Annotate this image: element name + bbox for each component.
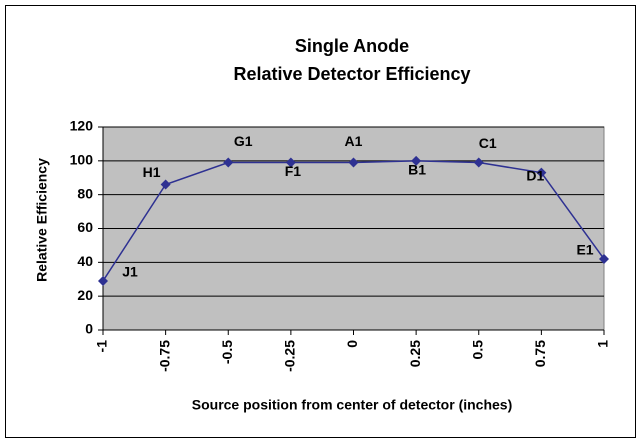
data-point — [160, 179, 171, 190]
point-label: J1 — [122, 264, 138, 280]
data-point — [473, 157, 484, 168]
data-point — [599, 253, 609, 264]
x-tick-label: 0.5 — [469, 340, 485, 360]
y-tick-label: 20 — [77, 287, 93, 303]
x-tick-label: 0.75 — [532, 340, 548, 367]
point-label: F1 — [285, 163, 302, 179]
chart-title: Single Anode — [295, 36, 409, 56]
x-tick-label: 0.25 — [407, 340, 423, 367]
point-label: A1 — [345, 133, 363, 149]
point-label: B1 — [408, 162, 426, 178]
y-tick-label: 100 — [70, 152, 94, 168]
x-tick-label: -1 — [94, 340, 110, 353]
data-point — [98, 275, 108, 286]
data-point — [536, 167, 547, 178]
y-tick-label: 0 — [85, 321, 93, 337]
point-label: E1 — [576, 242, 593, 258]
data-point — [223, 157, 234, 168]
y-tick-label: 80 — [77, 185, 93, 201]
point-label: D1 — [526, 167, 544, 183]
y-tick-label: 120 — [70, 118, 94, 134]
x-tick-label: -0.5 — [219, 340, 235, 364]
chart-title: Relative Detector Efficiency — [233, 64, 470, 84]
y-tick-label: 60 — [77, 219, 93, 235]
data-point — [285, 157, 296, 168]
x-tick-label: -0.75 — [156, 340, 172, 372]
x-tick-label: 1 — [595, 340, 611, 348]
data-point — [411, 155, 422, 166]
data-point — [348, 157, 359, 168]
x-tick-label: 0 — [344, 340, 360, 348]
x-axis-label: Source position from center of detector … — [192, 397, 513, 413]
x-tick-label: -0.25 — [282, 340, 298, 372]
point-label: G1 — [234, 133, 253, 149]
y-tick-label: 40 — [77, 253, 93, 269]
point-label: C1 — [479, 135, 497, 151]
point-label: H1 — [143, 164, 161, 180]
y-axis-label: Relative Efficiency — [34, 158, 50, 282]
